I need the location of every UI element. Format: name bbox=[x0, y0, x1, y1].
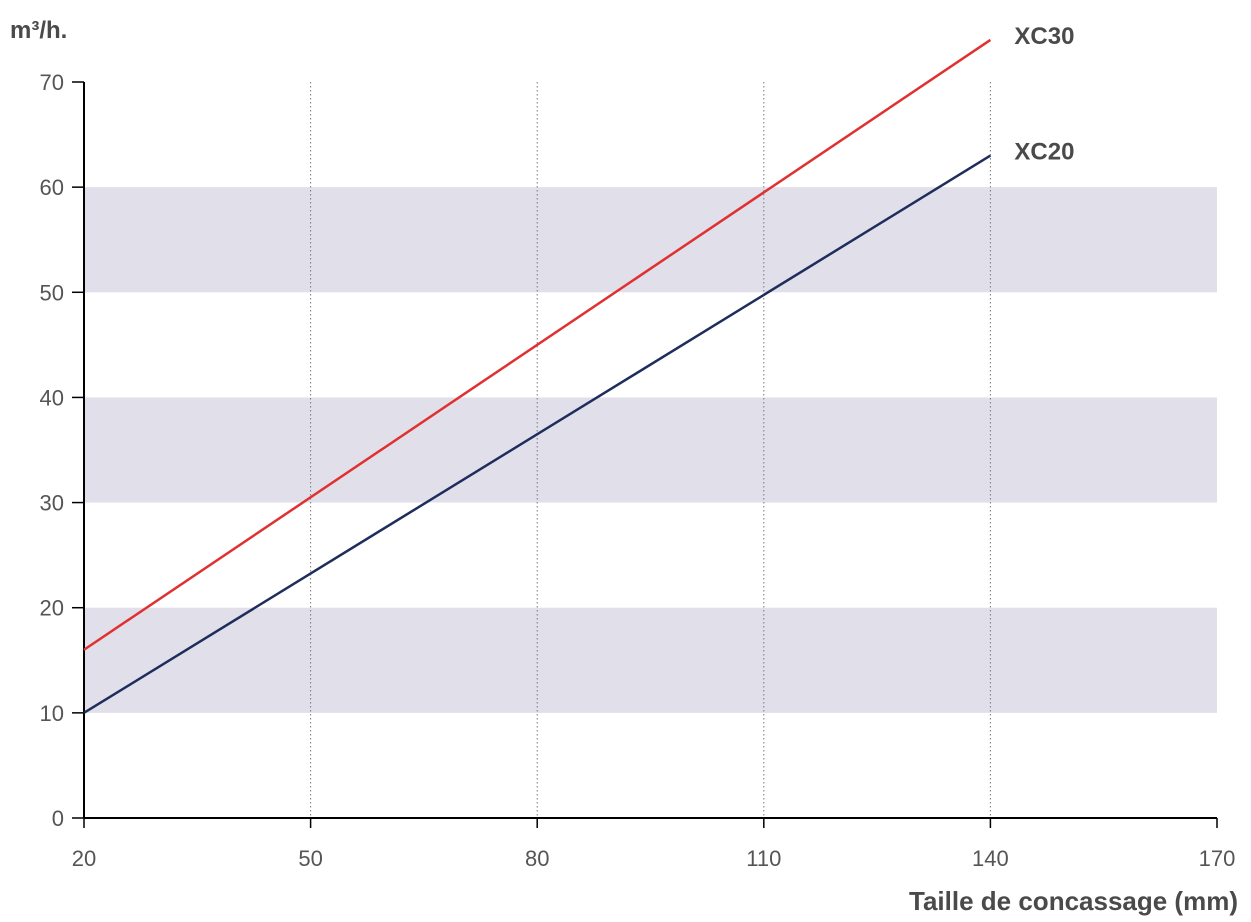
x-tick-label: 50 bbox=[298, 846, 322, 871]
x-tick-label: 20 bbox=[72, 846, 96, 871]
y-axis-label: m³/h. bbox=[10, 17, 67, 44]
series-label-xc20: XC20 bbox=[1014, 139, 1074, 166]
y-tick-label: 70 bbox=[40, 70, 64, 95]
y-tick-label: 20 bbox=[40, 596, 64, 621]
axes bbox=[72, 81, 1218, 828]
y-tick-label: 40 bbox=[40, 385, 64, 410]
y-tick-label: 10 bbox=[40, 701, 64, 726]
series-lines bbox=[83, 38, 992, 714]
shaded-band bbox=[84, 397, 1217, 503]
series-line-xc30 bbox=[83, 38, 992, 651]
y-tick-label: 30 bbox=[40, 491, 64, 516]
x-tick-label: 140 bbox=[972, 846, 1009, 871]
y-tick-label: 50 bbox=[40, 280, 64, 305]
x-tick-label: 170 bbox=[1199, 846, 1236, 871]
shaded-band bbox=[84, 187, 1217, 293]
series-labels: XC30 XC20 bbox=[1014, 23, 1074, 166]
x-tick-label: 80 bbox=[525, 846, 549, 871]
series-label-xc30: XC30 bbox=[1014, 23, 1074, 50]
vertical-gridlines bbox=[310, 82, 991, 818]
y-tick-label: 60 bbox=[40, 175, 64, 200]
y-tick-label: 0 bbox=[52, 806, 64, 831]
shaded-band bbox=[84, 607, 1217, 713]
tick-labels: 0 10 20 30 40 50 60 70 20 50 80 110 140 170 bbox=[40, 70, 1236, 871]
x-tick-label: 110 bbox=[746, 846, 781, 871]
series-line-xc20 bbox=[83, 154, 992, 714]
shaded-bands bbox=[84, 187, 1217, 713]
x-axis-label: Taille de concassage (mm) bbox=[909, 886, 1238, 916]
